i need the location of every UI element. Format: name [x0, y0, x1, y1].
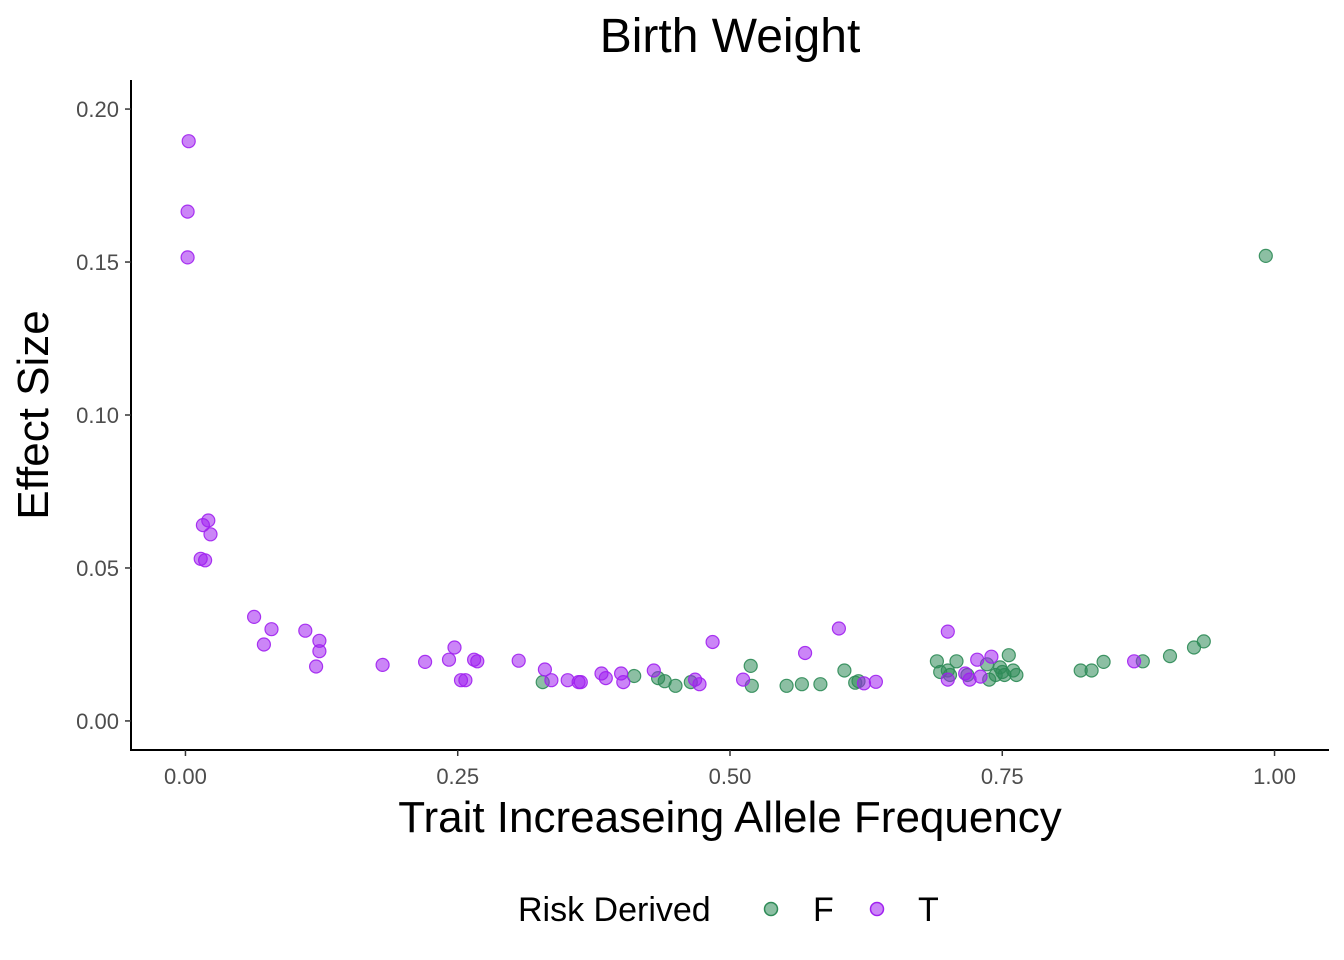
data-point-t [470, 654, 485, 669]
legend-label-t: T [918, 891, 939, 929]
data-point-t [573, 674, 588, 690]
y-tick-label: 0.10 [76, 403, 119, 428]
x-tick-label: 0.50 [709, 764, 752, 789]
data-point-f [779, 678, 794, 693]
data-point-f [668, 678, 683, 693]
x-tick-label: 0.75 [981, 764, 1024, 789]
data-point-t [616, 674, 631, 690]
data-point-t [181, 134, 196, 149]
data-point-t [203, 527, 218, 542]
data-point-t [537, 662, 553, 677]
y-axis-title: Effect Size [9, 310, 58, 520]
data-point-t [458, 673, 473, 688]
x-tick-label: 1.00 [1253, 764, 1296, 789]
data-point-t [247, 609, 262, 625]
data-point-t [1126, 654, 1142, 669]
data-point-f [837, 663, 852, 678]
data-point-f [794, 677, 810, 692]
y-tick-label: 0.15 [76, 250, 119, 275]
data-point-f [1258, 248, 1273, 263]
legend-title: Risk Derived [518, 891, 711, 929]
data-point-t [735, 672, 751, 687]
data-point-t [868, 674, 884, 689]
chart-title: Birth Weight [600, 10, 861, 63]
data-point-t [511, 653, 526, 668]
data-point-t [375, 657, 390, 673]
data-point-f [743, 658, 758, 674]
data-point-f [1009, 667, 1024, 683]
data-point-t [984, 649, 999, 664]
data-point-t [418, 654, 433, 670]
data-point-t [598, 670, 613, 686]
data-point-t [797, 645, 813, 661]
data-point-t [180, 250, 195, 265]
data-point-t [309, 659, 324, 674]
y-tick-label: 0.05 [76, 556, 119, 581]
data-point-t [646, 663, 661, 678]
data-point-f [1001, 648, 1016, 663]
y-tick-label: 0.00 [76, 709, 119, 734]
x-tick-label: 0.25 [436, 764, 479, 789]
data-point-t [264, 622, 279, 637]
data-point-t [940, 624, 955, 639]
data-points [180, 134, 1273, 693]
data-point-t [447, 640, 462, 655]
data-point-f [813, 677, 828, 692]
data-point-f [949, 654, 964, 669]
data-point-t [973, 669, 988, 684]
data-point-t [705, 634, 720, 650]
data-point-f [1084, 663, 1099, 678]
data-point-t [312, 644, 327, 659]
data-point-t [195, 517, 210, 533]
data-point-t [441, 652, 457, 667]
y-tick-label: 0.20 [76, 97, 119, 122]
data-point-f [1196, 634, 1211, 649]
data-point-t [198, 553, 213, 568]
data-point-t [831, 621, 847, 636]
legend-key-t [869, 901, 885, 917]
data-point-t [940, 672, 955, 687]
data-point-t [544, 673, 559, 688]
data-point-f [1162, 648, 1178, 664]
data-point-t [180, 204, 195, 219]
legend-label-f: F [813, 891, 834, 929]
data-point-t [692, 677, 707, 692]
y-axis: 0.00 0.05 0.10 0.15 0.20 [76, 80, 132, 750]
data-point-t [256, 637, 271, 652]
data-point-t [970, 652, 985, 667]
legend: Risk Derived F T [518, 891, 939, 929]
data-point-t [856, 676, 872, 691]
data-point-t [298, 623, 313, 638]
legend-key-f [763, 901, 779, 917]
x-axis-title: Trait Increaseing Allele Frequency [398, 793, 1062, 842]
x-axis: 0.00 0.25 0.50 0.75 1.00 [130, 749, 1329, 789]
data-point-f [1096, 654, 1111, 670]
x-tick-label: 0.00 [164, 764, 207, 789]
